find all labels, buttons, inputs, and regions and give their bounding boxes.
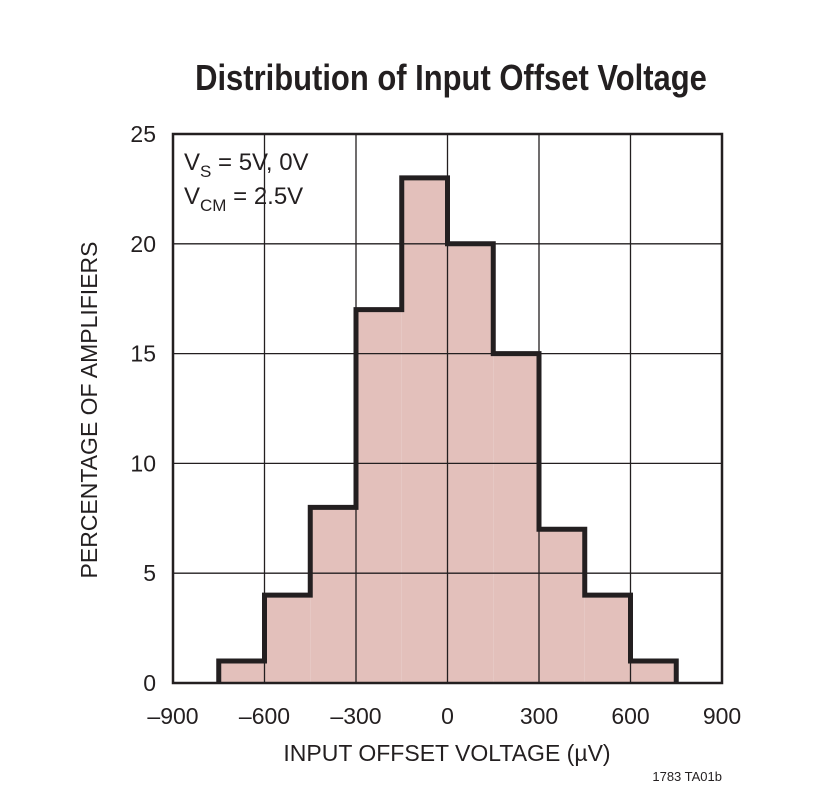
y-tick-label: 0 (143, 670, 156, 696)
histogram-bar (630, 661, 677, 683)
y-tick-label: 25 (130, 121, 156, 147)
x-tick-label: –300 (330, 703, 381, 729)
annotation-supply: VS = 5V, 0V (184, 149, 309, 181)
histogram-bar (401, 177, 448, 684)
histogram-bar (264, 595, 311, 683)
x-tick-label: –900 (147, 703, 198, 729)
plot-frame (171, 132, 724, 685)
x-tick-label: 300 (520, 703, 558, 729)
x-tick-label: –600 (239, 703, 290, 729)
x-axis-label: INPUT OFFSET VOLTAGE (µV) (283, 740, 610, 766)
histogram-bar (584, 595, 631, 683)
annotation-common-mode: VCM = 2.5V (184, 183, 303, 215)
figure-note: 1783 TA01b (652, 769, 722, 784)
x-tick-label: 600 (611, 703, 649, 729)
histogram-bar (356, 309, 402, 683)
y-axis-label: PERCENTAGE OF AMPLIFIERS (76, 242, 102, 579)
y-tick-label: 5 (143, 560, 156, 586)
chart-title: Distribution of Input Offset Voltage (195, 59, 707, 99)
x-tick-labels: –900 –600 –300 0 300 600 900 (147, 703, 741, 729)
y-tick-label: 10 (130, 450, 156, 476)
histogram-bar (493, 353, 539, 683)
histogram-bar (310, 507, 356, 683)
y-tick-labels: 0 5 10 15 20 25 (130, 121, 156, 696)
histogram-bar (218, 661, 265, 683)
y-tick-label: 15 (130, 341, 156, 367)
x-tick-label: 0 (441, 703, 454, 729)
x-tick-label: 900 (703, 703, 741, 729)
bars-layer (218, 177, 677, 684)
y-tick-label: 20 (130, 231, 156, 257)
histogram-bar (539, 529, 585, 683)
histogram-outline (216, 175, 679, 683)
